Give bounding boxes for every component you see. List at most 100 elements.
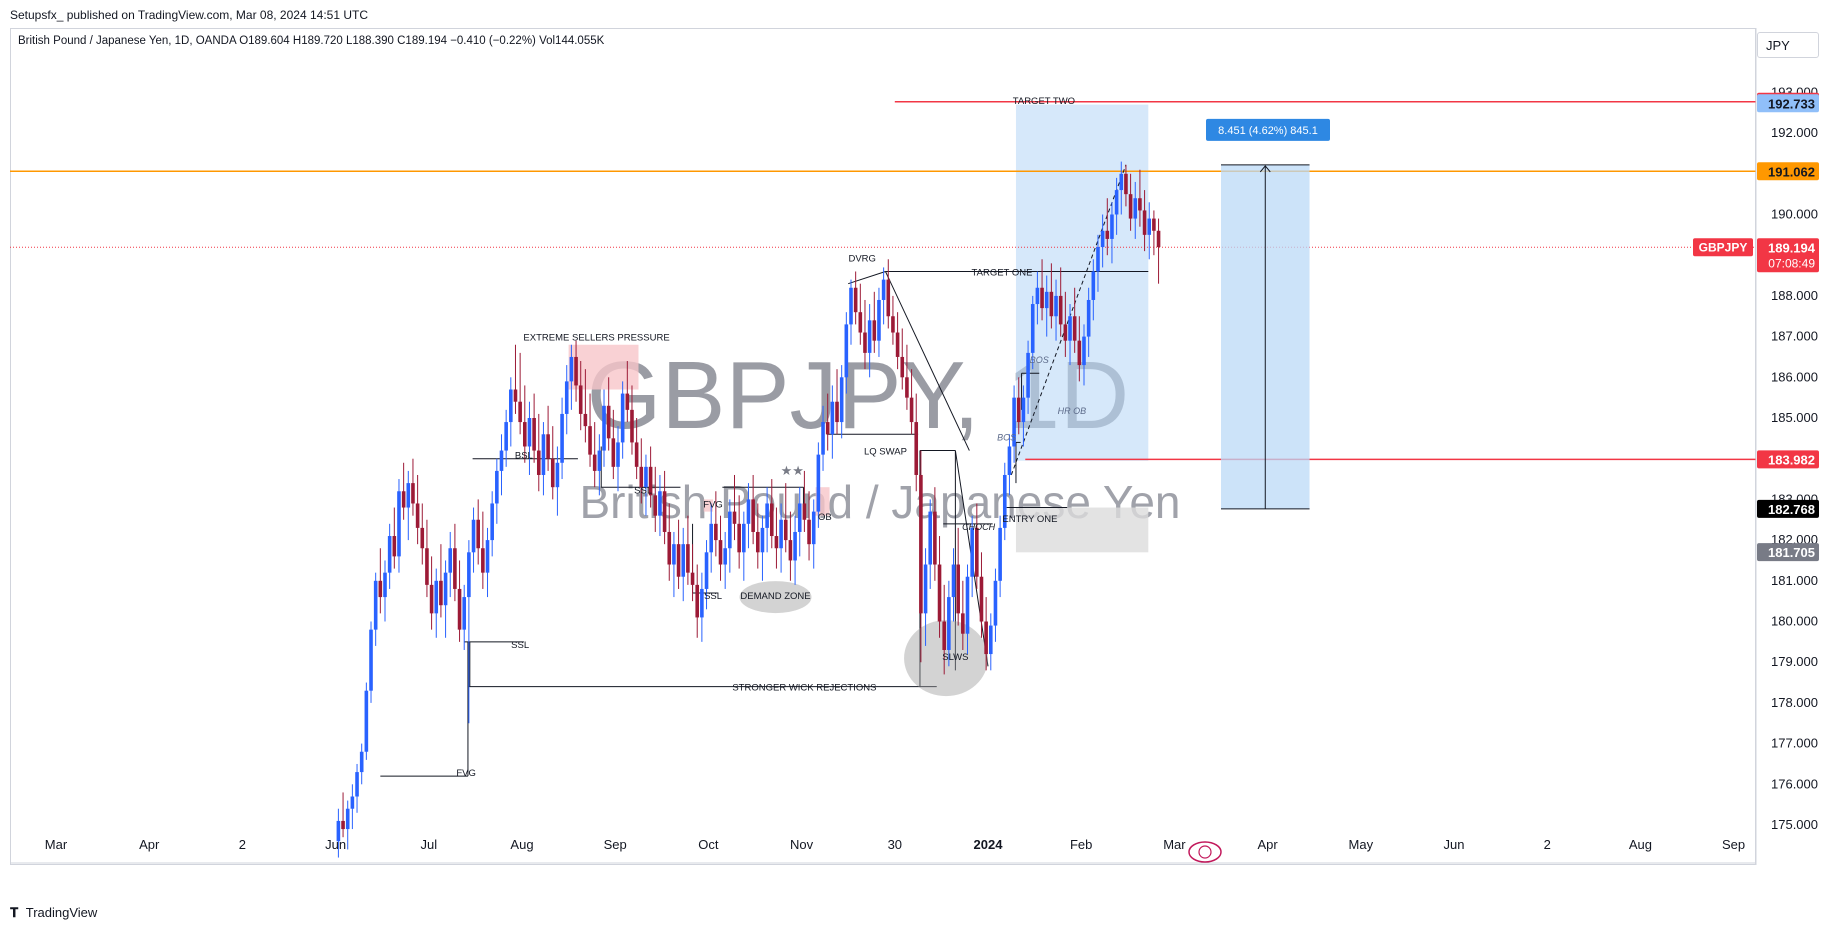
candle-body <box>816 454 821 512</box>
candle-body <box>1096 247 1100 272</box>
annotation-label: BOS <box>1030 355 1049 365</box>
candle-body <box>373 580 378 630</box>
candle-body <box>714 523 718 541</box>
candle-body <box>760 527 765 553</box>
candle-body <box>961 613 965 634</box>
price-tick-label: 190.000 <box>1771 207 1818 222</box>
candle-body <box>1142 210 1147 235</box>
candle-body <box>886 279 891 317</box>
candle-body <box>919 474 923 614</box>
candle-body <box>718 540 723 565</box>
candle-body <box>378 580 383 598</box>
candle-body <box>439 580 443 606</box>
candle-body <box>755 531 760 553</box>
candle-body <box>359 751 364 773</box>
candle-body <box>835 401 839 423</box>
top-bar: Setupsfx_ published on TradingView.com, … <box>0 0 1835 28</box>
time-tick-label: Jun <box>1444 837 1465 852</box>
candle-body <box>504 422 508 451</box>
candle-body <box>518 401 522 423</box>
candle-body <box>742 523 746 553</box>
time-tick-label: Mar <box>45 837 68 852</box>
time-axis[interactable]: Mar Apr 2 Jun Jul Aug Sep Oct Nov 30 2024 Feb Mar Apr… <box>10 837 1756 864</box>
price-tick-label: 188.000 <box>1771 288 1818 303</box>
footer: 𝐓 TradingView <box>10 905 97 921</box>
candle-body <box>639 466 644 488</box>
price-label: 189.194 <box>1768 240 1816 255</box>
candle-body <box>1063 324 1068 341</box>
candle-body <box>1040 287 1044 309</box>
candle-body <box>387 536 392 573</box>
annotation-label: FVG <box>703 500 723 511</box>
candle-body <box>849 287 853 325</box>
candle-body <box>606 405 611 439</box>
candle-body <box>788 540 793 561</box>
candle-body <box>774 536 779 549</box>
candle-body <box>1114 190 1119 215</box>
candle-body <box>578 385 583 414</box>
time-tick-label: 30 <box>888 837 902 852</box>
candle-body <box>951 564 956 598</box>
drawing-segment-15 <box>848 271 886 285</box>
currency-button[interactable]: JPY <box>1757 32 1819 58</box>
candle-body <box>350 796 355 809</box>
candle-body <box>895 332 900 357</box>
candle-body <box>1072 316 1077 341</box>
price-tick-label: 178.000 <box>1771 695 1818 710</box>
candle-body <box>965 576 970 634</box>
price-label-box <box>1757 94 1819 113</box>
annotation-label: TARGET TWO <box>1013 96 1075 107</box>
candle-body <box>490 503 494 541</box>
flag-inner-icon <box>1198 845 1212 859</box>
candle-body <box>937 564 942 622</box>
published-caption: Setupsfx_ published on TradingView.com, … <box>10 8 368 22</box>
symbol-tag-box <box>1693 238 1753 257</box>
time-tick-label: Aug <box>1629 837 1652 852</box>
countdown-label: 07:08:49 <box>1768 256 1815 270</box>
candle-body <box>560 413 564 463</box>
sellers-pressure-zone <box>568 344 639 390</box>
candle-body <box>653 495 658 516</box>
time-tick-label: Sep <box>604 837 627 852</box>
candle-body <box>1105 230 1110 239</box>
candle-body <box>914 422 919 475</box>
candle-body <box>336 820 341 842</box>
candle-body <box>1091 271 1096 300</box>
candle-body <box>364 690 369 752</box>
time-tick-label: Aug <box>510 837 533 852</box>
candle-body <box>1077 340 1082 366</box>
candle-body <box>839 377 844 423</box>
events-flag-icon[interactable] <box>1188 841 1222 863</box>
candle-body <box>420 527 425 549</box>
candle-body <box>933 511 937 565</box>
candle-body <box>858 312 863 333</box>
annotation-label: HR OB <box>1058 406 1087 416</box>
candle-body <box>625 393 630 410</box>
annotation-label: BOS <box>997 432 1016 442</box>
candle-body <box>401 491 406 508</box>
price-axis[interactable]: 175.000 176.000 177.000 178.000 179.000 180.0… <box>1755 28 1818 865</box>
annotation-label: SSL <box>704 591 722 602</box>
candle-body <box>1054 295 1058 317</box>
candle-body <box>620 393 625 443</box>
time-tick-label: Apr <box>1257 837 1278 852</box>
candle-body <box>1016 397 1021 423</box>
candle-body <box>1128 194 1133 219</box>
price-tick-label: 180.000 <box>1771 614 1818 629</box>
price-tick-label: 176.000 <box>1771 776 1818 791</box>
candle-body <box>392 536 397 557</box>
candle-body <box>863 332 867 353</box>
candle-body <box>1100 230 1105 248</box>
candle-body <box>667 531 672 565</box>
candle-body <box>942 621 946 650</box>
price-tick-label: 177.000 <box>1771 736 1818 751</box>
annotation-label: EXTREME SELLERS PRESSURE <box>523 333 669 344</box>
price-tick-label: 187.000 <box>1771 329 1818 344</box>
time-tick-label: Jul <box>420 837 437 852</box>
candle-body <box>383 572 387 598</box>
candle-body <box>1124 173 1128 195</box>
entry-zone <box>1015 507 1149 553</box>
candle-body <box>728 511 732 549</box>
price-label: 181.705 <box>1768 545 1815 560</box>
